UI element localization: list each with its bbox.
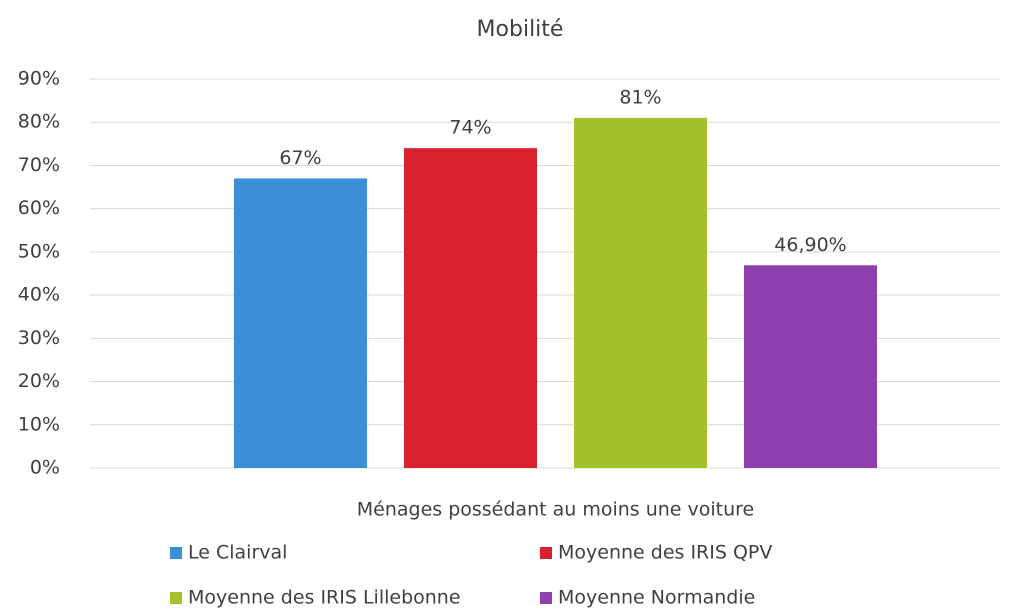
- y-tick-label: 10%: [18, 413, 60, 435]
- y-tick-label: 70%: [18, 154, 60, 176]
- y-tick-label: 80%: [18, 111, 60, 133]
- y-tick-label: 0%: [30, 457, 60, 479]
- x-tick-label: Ménages possédant au moins une voiture: [357, 499, 755, 521]
- legend-swatch: [170, 592, 182, 604]
- bar: [744, 265, 877, 468]
- legend-swatch: [540, 592, 552, 604]
- legend-label: Moyenne Normandie: [558, 587, 755, 609]
- legend-label: Moyenne des IRIS Lillebonne: [188, 587, 461, 609]
- legend-swatch: [170, 547, 182, 559]
- chart-title: Mobilité: [477, 17, 564, 42]
- data-label: 74%: [449, 117, 491, 139]
- y-tick-label: 30%: [18, 327, 60, 349]
- y-tick-label: 50%: [18, 240, 60, 262]
- y-tick-label: 60%: [18, 197, 60, 219]
- legend-swatch: [540, 547, 552, 559]
- data-label: 81%: [619, 86, 661, 108]
- legend-label: Le Clairval: [188, 542, 287, 564]
- y-tick-label: 90%: [18, 68, 60, 90]
- data-label: 67%: [279, 147, 321, 169]
- bar: [404, 148, 537, 468]
- bar: [234, 178, 367, 468]
- bar: [574, 117, 707, 469]
- data-label: 46,90%: [774, 234, 846, 256]
- legend-label: Moyenne des IRIS QPV: [558, 542, 772, 564]
- y-tick-label: 40%: [18, 284, 60, 306]
- y-tick-label: 20%: [18, 370, 60, 392]
